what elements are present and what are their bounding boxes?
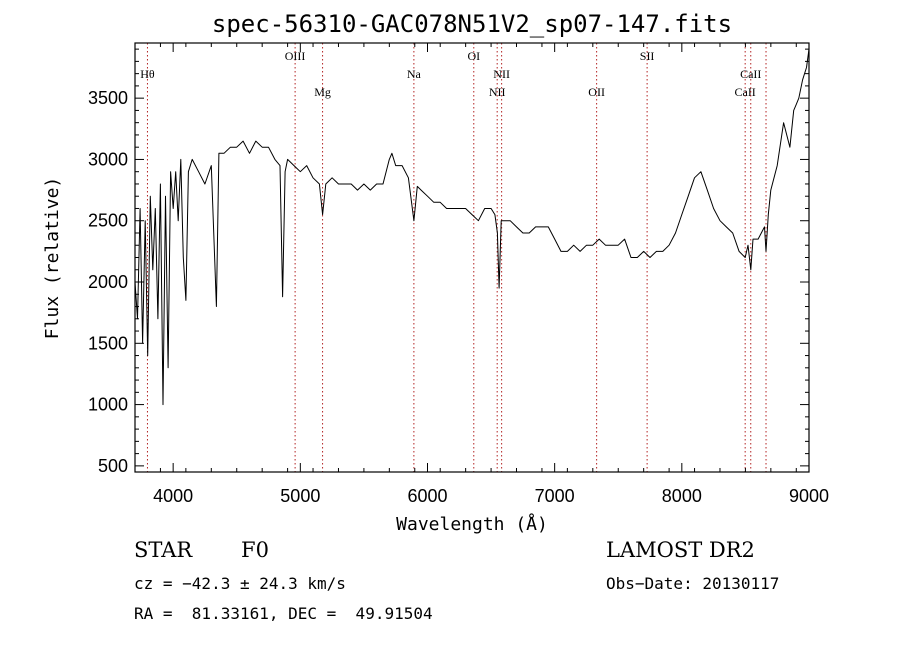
survey-name: LAMOST DR2	[606, 538, 755, 562]
y-tick-label: 2000	[88, 272, 128, 292]
spectrum-line	[134, 49, 810, 406]
plot-frame	[134, 42, 810, 473]
redshift-info: cz = −42.3 ± 24.3 km/s	[134, 574, 346, 593]
y-tick-label: 1000	[88, 395, 128, 415]
spectral-line-label: Hθ	[140, 67, 155, 81]
spectral-line-label: CaII	[734, 85, 755, 99]
axes: 4000 5000 6000 7000 8000 9000 500 1000 1500 2000 2…	[88, 43, 829, 506]
x-axis-label: Wavelength (Å)	[396, 513, 548, 535]
x-tick-label: 7000	[535, 486, 575, 506]
x-tick-label: 5000	[280, 486, 320, 506]
spectral-line-label: CaII	[740, 67, 761, 81]
x-tick-label: 6000	[407, 486, 447, 506]
spectral-line-label: Mg	[314, 85, 331, 99]
y-axis-label: Flux (relative)	[42, 177, 63, 340]
y-tick-label: 1500	[88, 333, 128, 353]
spectral-line-label: Na	[407, 67, 422, 81]
spectral-line-label: OIII	[285, 49, 306, 63]
x-tick-label: 4000	[153, 486, 193, 506]
x-tick-label: 8000	[662, 486, 702, 506]
y-tick-label: 2500	[88, 211, 128, 231]
spectral-line-label: NII	[489, 85, 506, 99]
object-type: STAR	[134, 538, 193, 562]
spectral-line-label: OII	[588, 85, 605, 99]
chart-title: spec-56310-GAC078N51V2_sp07-147.fits	[212, 10, 732, 38]
spectral-line-label: OI	[467, 49, 480, 63]
spectral-line-markers: Hθ OIII Mg Na OI NII NII OII SII CaII CaII	[140, 43, 767, 472]
spectral-line-label: NII	[493, 67, 510, 81]
x-tick-label: 9000	[789, 486, 829, 506]
y-tick-label: 3500	[88, 88, 128, 108]
y-tick-label: 3000	[88, 149, 128, 169]
spectrum-series	[134, 49, 810, 406]
y-tick-label: 500	[98, 456, 128, 476]
object-subclass: F0	[241, 538, 269, 562]
observation-date: Obs−Date: 20130117	[606, 574, 780, 593]
coordinates: RA = 81.33161, DEC = 49.91504	[134, 604, 433, 623]
spectral-line-label: SII	[640, 49, 655, 63]
